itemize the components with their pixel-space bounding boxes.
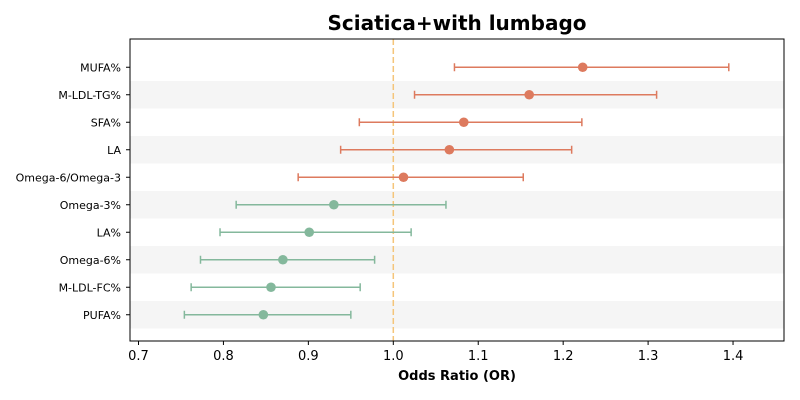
- y-tick-label: LA%: [97, 226, 121, 239]
- y-tick-label: SFA%: [91, 116, 121, 129]
- point-estimate: [458, 117, 469, 128]
- data-marks: [183, 62, 730, 320]
- x-tick-label: 1.0: [383, 349, 404, 364]
- y-tick-label: M-LDL-FC%: [59, 281, 121, 294]
- point-estimate: [329, 199, 339, 210]
- x-tick-label: 0.7: [128, 349, 149, 364]
- point-estimate: [278, 254, 288, 265]
- y-tick-label: Omega-6/Omega-3: [16, 171, 121, 184]
- y-axis: MUFA% M-LDL-TG% SFA% LA Omega-6/Omega-3 Omega…: [16, 61, 130, 322]
- y-tick-label: Omega-3%: [60, 199, 121, 212]
- point-estimate: [398, 172, 409, 183]
- point-estimate: [266, 282, 276, 293]
- row-bands: [130, 81, 784, 329]
- point-estimate: [524, 89, 534, 100]
- x-tick-label: 1.1: [468, 349, 489, 364]
- y-tick-label: MUFA%: [80, 61, 121, 74]
- row-band: [130, 191, 784, 219]
- point-estimate: [304, 227, 315, 238]
- y-tick-label: PUFA%: [83, 309, 121, 322]
- x-tick-label: 0.8: [213, 349, 234, 364]
- plot-frame: [129, 38, 785, 342]
- y-tick-label: LA: [107, 144, 121, 157]
- point-estimate: [258, 309, 269, 320]
- x-tick-label: 1.4: [723, 349, 744, 364]
- point-estimate: [577, 62, 588, 73]
- y-tick-label: M-LDL-TG%: [58, 89, 121, 102]
- x-tick-label: 1.3: [638, 349, 659, 364]
- y-tick-label: Omega-6%: [60, 254, 121, 267]
- x-tick-label: 1.2: [553, 349, 574, 364]
- x-axis-label: Odds Ratio (OR): [398, 369, 516, 384]
- point-estimate: [444, 144, 455, 155]
- chart-title: Sciatica+with lumbago: [327, 11, 586, 35]
- x-axis: 0.7 0.8 0.9 1.0 1.1 1.2 1.3 1.4: [128, 341, 743, 364]
- x-tick-label: 0.9: [298, 349, 319, 364]
